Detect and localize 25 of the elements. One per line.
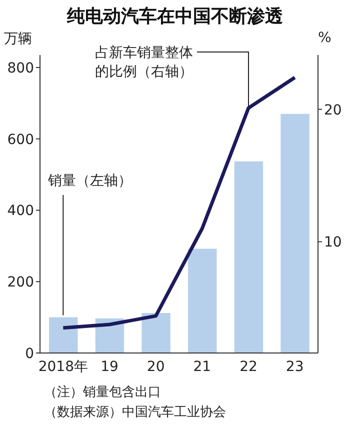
x-tick-label: 2018年 — [38, 358, 88, 375]
y2-tick-label: 20 — [324, 102, 342, 118]
bar — [49, 317, 78, 353]
y2-axis-title: % — [318, 30, 332, 46]
y-axis-title: 万辆 — [4, 30, 32, 48]
bar — [280, 114, 310, 353]
x-tick-label: 22 — [240, 358, 258, 375]
x-tick-label: 20 — [146, 358, 165, 375]
x-tick-label: 21 — [193, 358, 212, 375]
bar — [234, 161, 264, 353]
bar — [188, 248, 217, 353]
y-tick-label: 600 — [7, 132, 34, 148]
text: （注）销量包含出口 — [44, 384, 162, 402]
text: 销量（左轴） — [47, 173, 132, 189]
y-tick-label: 200 — [7, 274, 34, 291]
y2-tick-label: 10 — [324, 234, 342, 251]
text: 占新车销量整体的比例（右轴） — [95, 45, 193, 80]
bar — [142, 313, 170, 353]
text: （数据来源）中国汽车工业协会 — [44, 404, 226, 422]
y-tick-label: 400 — [7, 203, 34, 220]
chart-title: 纯电动汽车在中国不断渗透 — [66, 5, 284, 28]
y-tick-label: 800 — [7, 60, 34, 76]
y-tick-label: 0 — [25, 346, 34, 362]
x-tick-label: 23 — [286, 358, 304, 375]
x-tick-label: 19 — [100, 358, 118, 375]
